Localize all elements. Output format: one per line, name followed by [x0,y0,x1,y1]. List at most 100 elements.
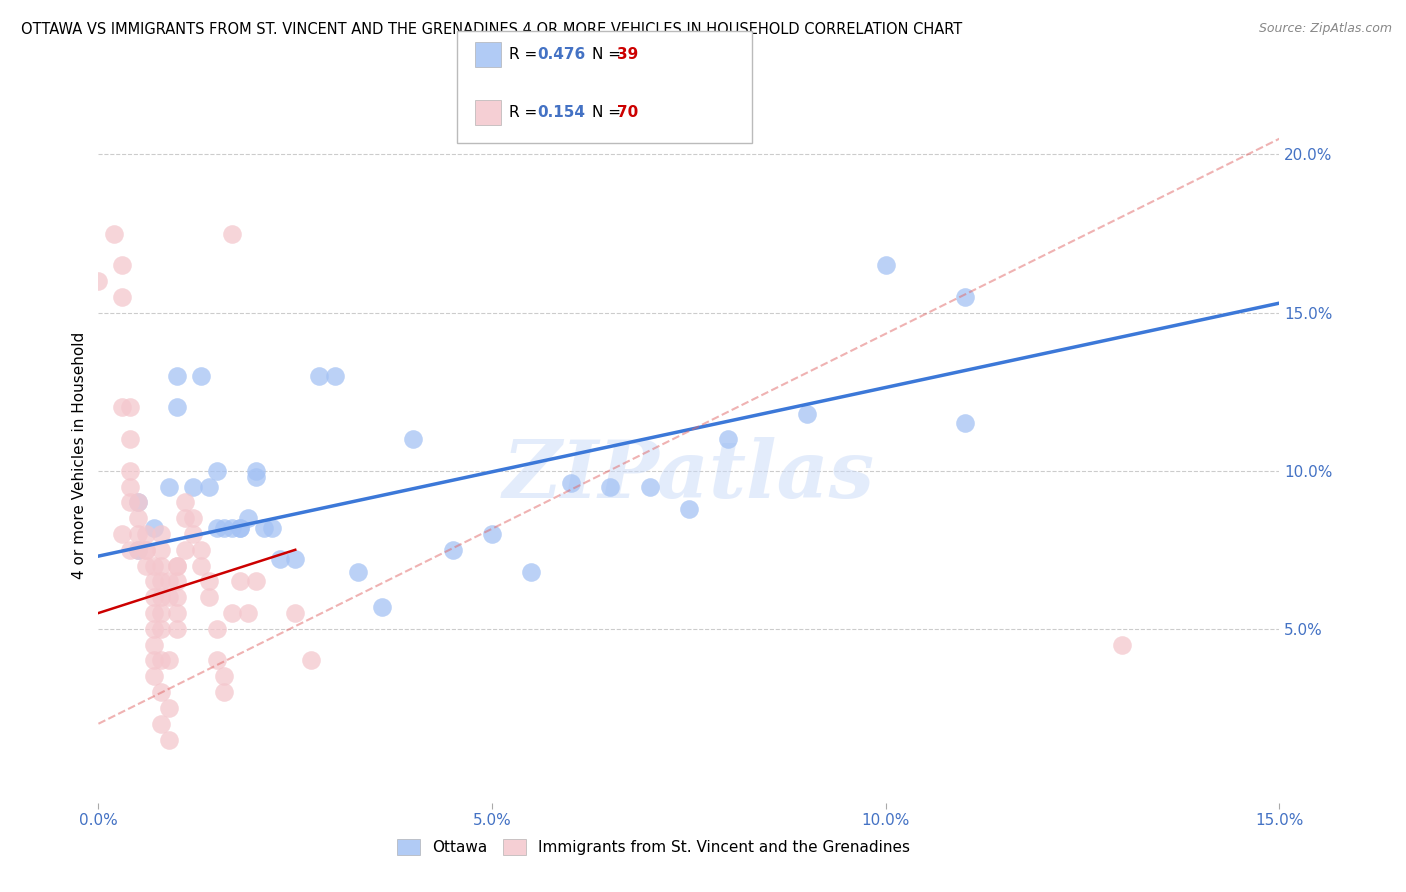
Point [150,716,173,731]
Point [481,527,503,541]
Point [560,476,582,491]
Point [308,368,330,383]
Point [638,479,661,493]
Point [245,464,267,478]
Text: ZIPatlas: ZIPatlas [503,437,875,515]
Point [142,606,165,620]
Point [953,290,976,304]
Point [402,432,425,446]
Point [150,622,173,636]
Point [875,258,897,272]
Point [181,511,204,525]
Point [166,606,188,620]
Point [205,521,228,535]
Point [299,653,322,667]
Point [135,527,157,541]
Text: Source: ZipAtlas.com: Source: ZipAtlas.com [1258,22,1392,36]
Point [127,527,149,541]
Point [229,574,252,589]
Point [150,542,173,557]
Point [520,565,543,579]
Text: 70: 70 [617,105,638,120]
Point [190,558,212,573]
Point [103,227,125,241]
Point [127,542,149,557]
Point [221,606,243,620]
Point [150,591,173,605]
Point [181,527,204,541]
Point [118,495,141,509]
Point [142,638,165,652]
Point [118,401,141,415]
Point [150,574,173,589]
Legend: Ottawa, Immigrants from St. Vincent and the Grenadines: Ottawa, Immigrants from St. Vincent and … [391,833,917,862]
Text: OTTAWA VS IMMIGRANTS FROM ST. VINCENT AND THE GRENADINES 4 OR MORE VEHICLES IN H: OTTAWA VS IMMIGRANTS FROM ST. VINCENT AN… [21,22,962,37]
Point [221,227,243,241]
Point [229,521,252,535]
Point [441,542,464,557]
Point [87,274,110,288]
Text: N =: N = [592,47,626,62]
Point [205,653,228,667]
Point [260,521,283,535]
Y-axis label: 4 or more Vehicles in Household: 4 or more Vehicles in Household [72,331,87,579]
Point [197,591,219,605]
Point [166,558,188,573]
Point [127,495,149,509]
Point [157,701,180,715]
Text: 39: 39 [617,47,638,62]
Point [142,653,165,667]
Point [111,401,134,415]
Point [127,495,149,509]
Point [142,622,165,636]
Point [205,622,228,636]
Point [150,527,173,541]
Point [221,521,243,535]
Point [118,542,141,557]
Point [150,606,173,620]
Point [135,558,157,573]
Point [323,368,346,383]
Point [214,685,236,699]
Point [229,521,252,535]
Point [190,368,212,383]
Point [157,653,180,667]
Text: 0.154: 0.154 [537,105,585,120]
Point [205,464,228,478]
Point [678,501,700,516]
Point [150,653,173,667]
Point [284,552,307,566]
Point [181,479,204,493]
Point [127,542,149,557]
Point [214,669,236,683]
Point [1111,638,1133,652]
Point [174,542,197,557]
Point [157,479,180,493]
Point [269,552,291,566]
Point [174,495,197,509]
Point [111,527,134,541]
Point [142,591,165,605]
Text: R =: R = [509,105,543,120]
Point [142,558,165,573]
Point [347,565,370,579]
Point [111,258,134,272]
Point [197,574,219,589]
Point [953,417,976,431]
Point [253,521,276,535]
Point [157,732,180,747]
Text: N =: N = [592,105,626,120]
Point [166,622,188,636]
Point [236,606,259,620]
Point [197,479,219,493]
Point [127,511,149,525]
Point [717,432,740,446]
Point [150,558,173,573]
Point [371,599,394,614]
Point [118,432,141,446]
Point [245,470,267,484]
Point [142,669,165,683]
Point [142,574,165,589]
Point [236,511,259,525]
Point [190,542,212,557]
